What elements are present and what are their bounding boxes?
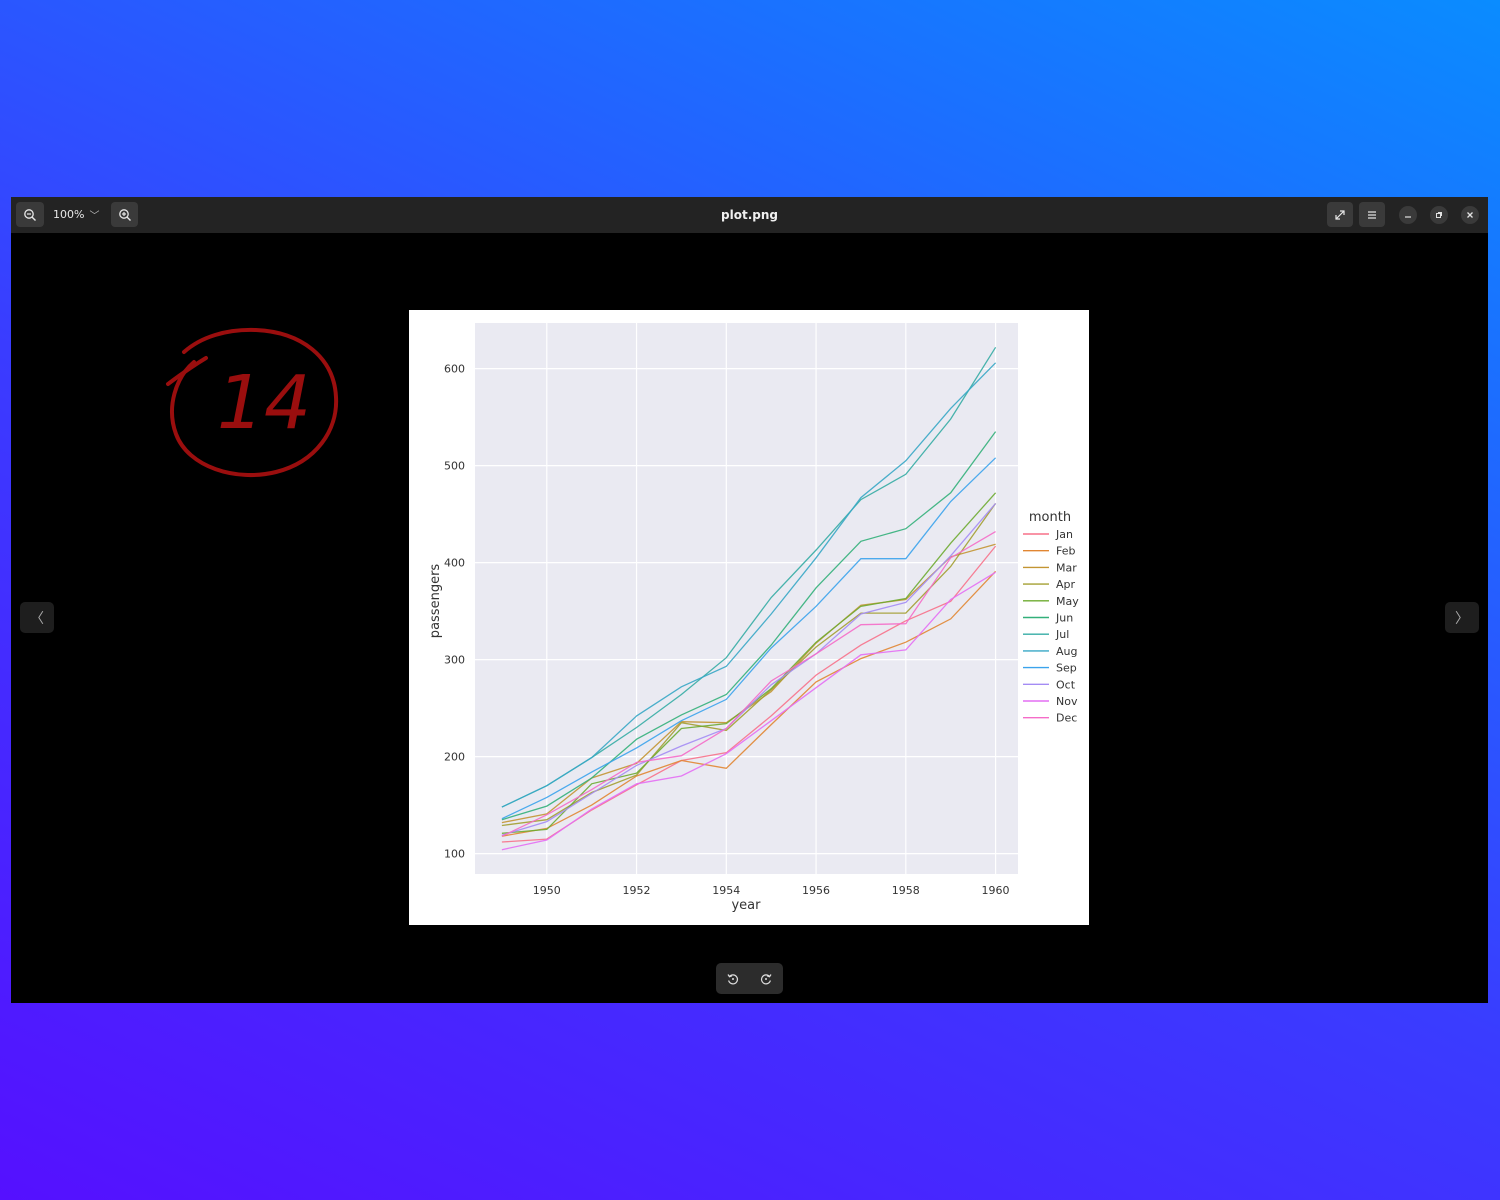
rotate-left-button[interactable] [722,968,744,990]
zoom-level-value: 100% [53,208,85,221]
zoom-out-icon [24,208,36,221]
minimize-button[interactable] [1399,206,1417,224]
legend: month Jan Feb Mar Apr May Jun Jul Aug Sep Oct Nov D… [1023,510,1079,725]
image-viewer-window: 100% ﹀ plot.png [11,197,1488,1003]
chevron-right-icon: 〉 [1455,610,1469,627]
rotate-left-icon [727,973,738,984]
previous-image-button[interactable]: 〈 [20,602,54,633]
x-tick-label: 1960 [982,884,1010,897]
next-image-button[interactable]: 〉 [1445,602,1479,633]
legend-label-mar: Mar [1056,561,1077,574]
legend-label-oct: Oct [1056,678,1076,691]
header-bar: 100% ﹀ plot.png [11,197,1488,233]
fullscreen-button[interactable] [1327,202,1353,227]
y-tick-label: 300 [444,654,465,667]
window-title: plot.png [721,208,778,222]
image-canvas: 1950 1952 1954 1956 1958 1960 100 200 300 400 500 6… [409,310,1089,925]
x-tick-label: 1952 [623,884,651,897]
legend-label-jul: Jul [1055,628,1069,641]
legend-label-apr: Apr [1056,578,1076,591]
series-line-nov [501,571,996,851]
x-tick-label: 1956 [802,884,830,897]
rotate-toolbar [716,963,783,994]
legend-title: month [1029,510,1071,525]
y-tick-label: 500 [444,460,465,473]
main-menu-button[interactable] [1359,202,1385,227]
y-tick-label: 200 [444,751,465,764]
series-line-apr [501,503,997,827]
x-tick-label: 1950 [533,884,561,897]
plot-area [475,323,1018,874]
minimize-icon [1405,216,1411,218]
y-tick-label: 100 [444,848,465,861]
close-icon [1467,212,1473,218]
zoom-in-icon [118,208,131,221]
x-axis-label: year [731,898,761,913]
y-axis-label: passengers [428,564,443,639]
legend-label-jan: Jan [1055,528,1073,541]
legend-label-may: May [1056,595,1079,608]
chevron-left-icon: 〈 [30,610,44,627]
series-line-feb [501,570,997,837]
maximize-icon [1436,212,1442,218]
y-tick-label: 400 [444,557,465,570]
series-line-oct [501,502,997,836]
line-chart: 1950 1952 1954 1956 1958 1960 100 200 300 400 500 6… [428,323,1079,913]
series-line-aug [501,362,997,808]
legend-label-jun: Jun [1055,612,1073,625]
legend-label-aug: Aug [1056,645,1077,658]
legend-label-dec: Dec [1056,712,1077,725]
zoom-in-button[interactable] [111,202,138,227]
zoom-out-button[interactable] [16,202,44,227]
y-tick-label: 600 [444,363,465,376]
x-tick-label: 1958 [892,884,920,897]
maximize-button[interactable] [1430,206,1448,224]
chevron-down-icon: ﹀ [89,211,100,222]
handwritten-annotation: 14 [166,327,339,477]
series-line-jun [501,431,997,821]
rotate-right-button[interactable] [755,968,777,990]
fullscreen-icon [1335,209,1345,220]
legend-label-nov: Nov [1056,695,1078,708]
zoom-level-dropdown[interactable]: 100% ﹀ [53,202,109,227]
close-button[interactable] [1461,206,1479,224]
legend-label-feb: Feb [1056,545,1075,558]
x-tick-label: 1954 [712,884,740,897]
legend-label-sep: Sep [1056,662,1077,675]
hamburger-menu-icon [1368,210,1376,219]
series-line-sep [501,457,997,820]
annotation-text: 14 [217,360,311,446]
rotate-right-icon [761,973,772,984]
series-line-dec [501,531,996,837]
